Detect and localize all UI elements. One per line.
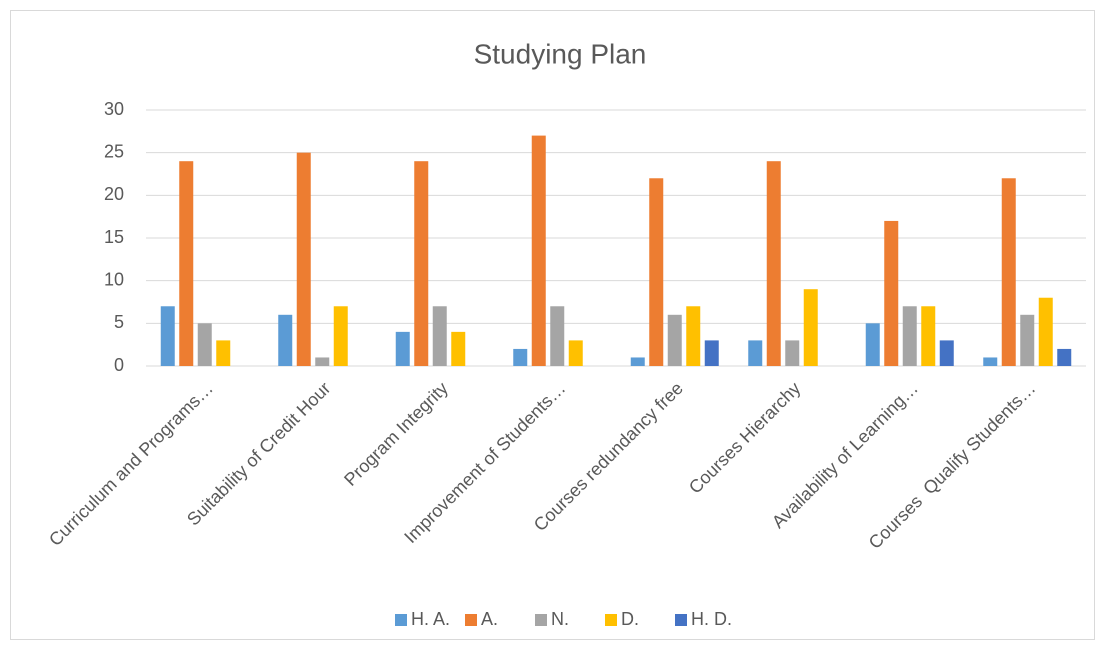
bar (179, 161, 194, 366)
bar (1057, 348, 1072, 366)
legend-label: D. (621, 609, 639, 629)
bar (395, 331, 410, 366)
bar (197, 323, 212, 366)
bar (630, 357, 645, 366)
bar (939, 340, 954, 366)
bar (803, 289, 818, 366)
y-tick-label: 25 (104, 141, 124, 161)
chart-title: Studying Plan (474, 38, 647, 69)
bar (432, 306, 447, 366)
legend-swatch (465, 614, 477, 626)
bar (1001, 178, 1016, 366)
legend-swatch (395, 614, 407, 626)
y-tick-label: 0 (114, 355, 124, 375)
bar (748, 340, 763, 366)
bar (902, 306, 917, 366)
bar (160, 306, 175, 366)
bar (296, 152, 311, 366)
legend-swatch (535, 614, 547, 626)
legend-label: A. (481, 609, 498, 629)
y-tick-label: 5 (114, 312, 124, 332)
legend-swatch (605, 614, 617, 626)
bar (513, 348, 528, 366)
legend-swatch (675, 614, 687, 626)
bar (414, 161, 429, 366)
bar (983, 357, 998, 366)
legend-label: N. (551, 609, 569, 629)
bar (315, 357, 330, 366)
bar (686, 306, 701, 366)
legend-label: H. A. (411, 609, 450, 629)
y-tick-label: 10 (104, 269, 124, 289)
bar (667, 314, 682, 366)
bar (785, 340, 800, 366)
y-tick-label: 30 (104, 99, 124, 119)
y-tick-label: 15 (104, 227, 124, 247)
y-tick-label: 20 (104, 184, 124, 204)
bar (568, 340, 583, 366)
bar (216, 340, 231, 366)
bar (884, 220, 899, 366)
bar (766, 161, 781, 366)
bar (649, 178, 664, 366)
legend-label: H. D. (691, 609, 732, 629)
bar (550, 306, 565, 366)
bar (704, 340, 719, 366)
bar (451, 331, 466, 366)
bar (921, 306, 936, 366)
bar (1038, 297, 1053, 366)
bar (531, 135, 546, 366)
bar (1020, 314, 1035, 366)
bar (333, 306, 348, 366)
bar (865, 323, 880, 366)
bar (278, 314, 293, 366)
